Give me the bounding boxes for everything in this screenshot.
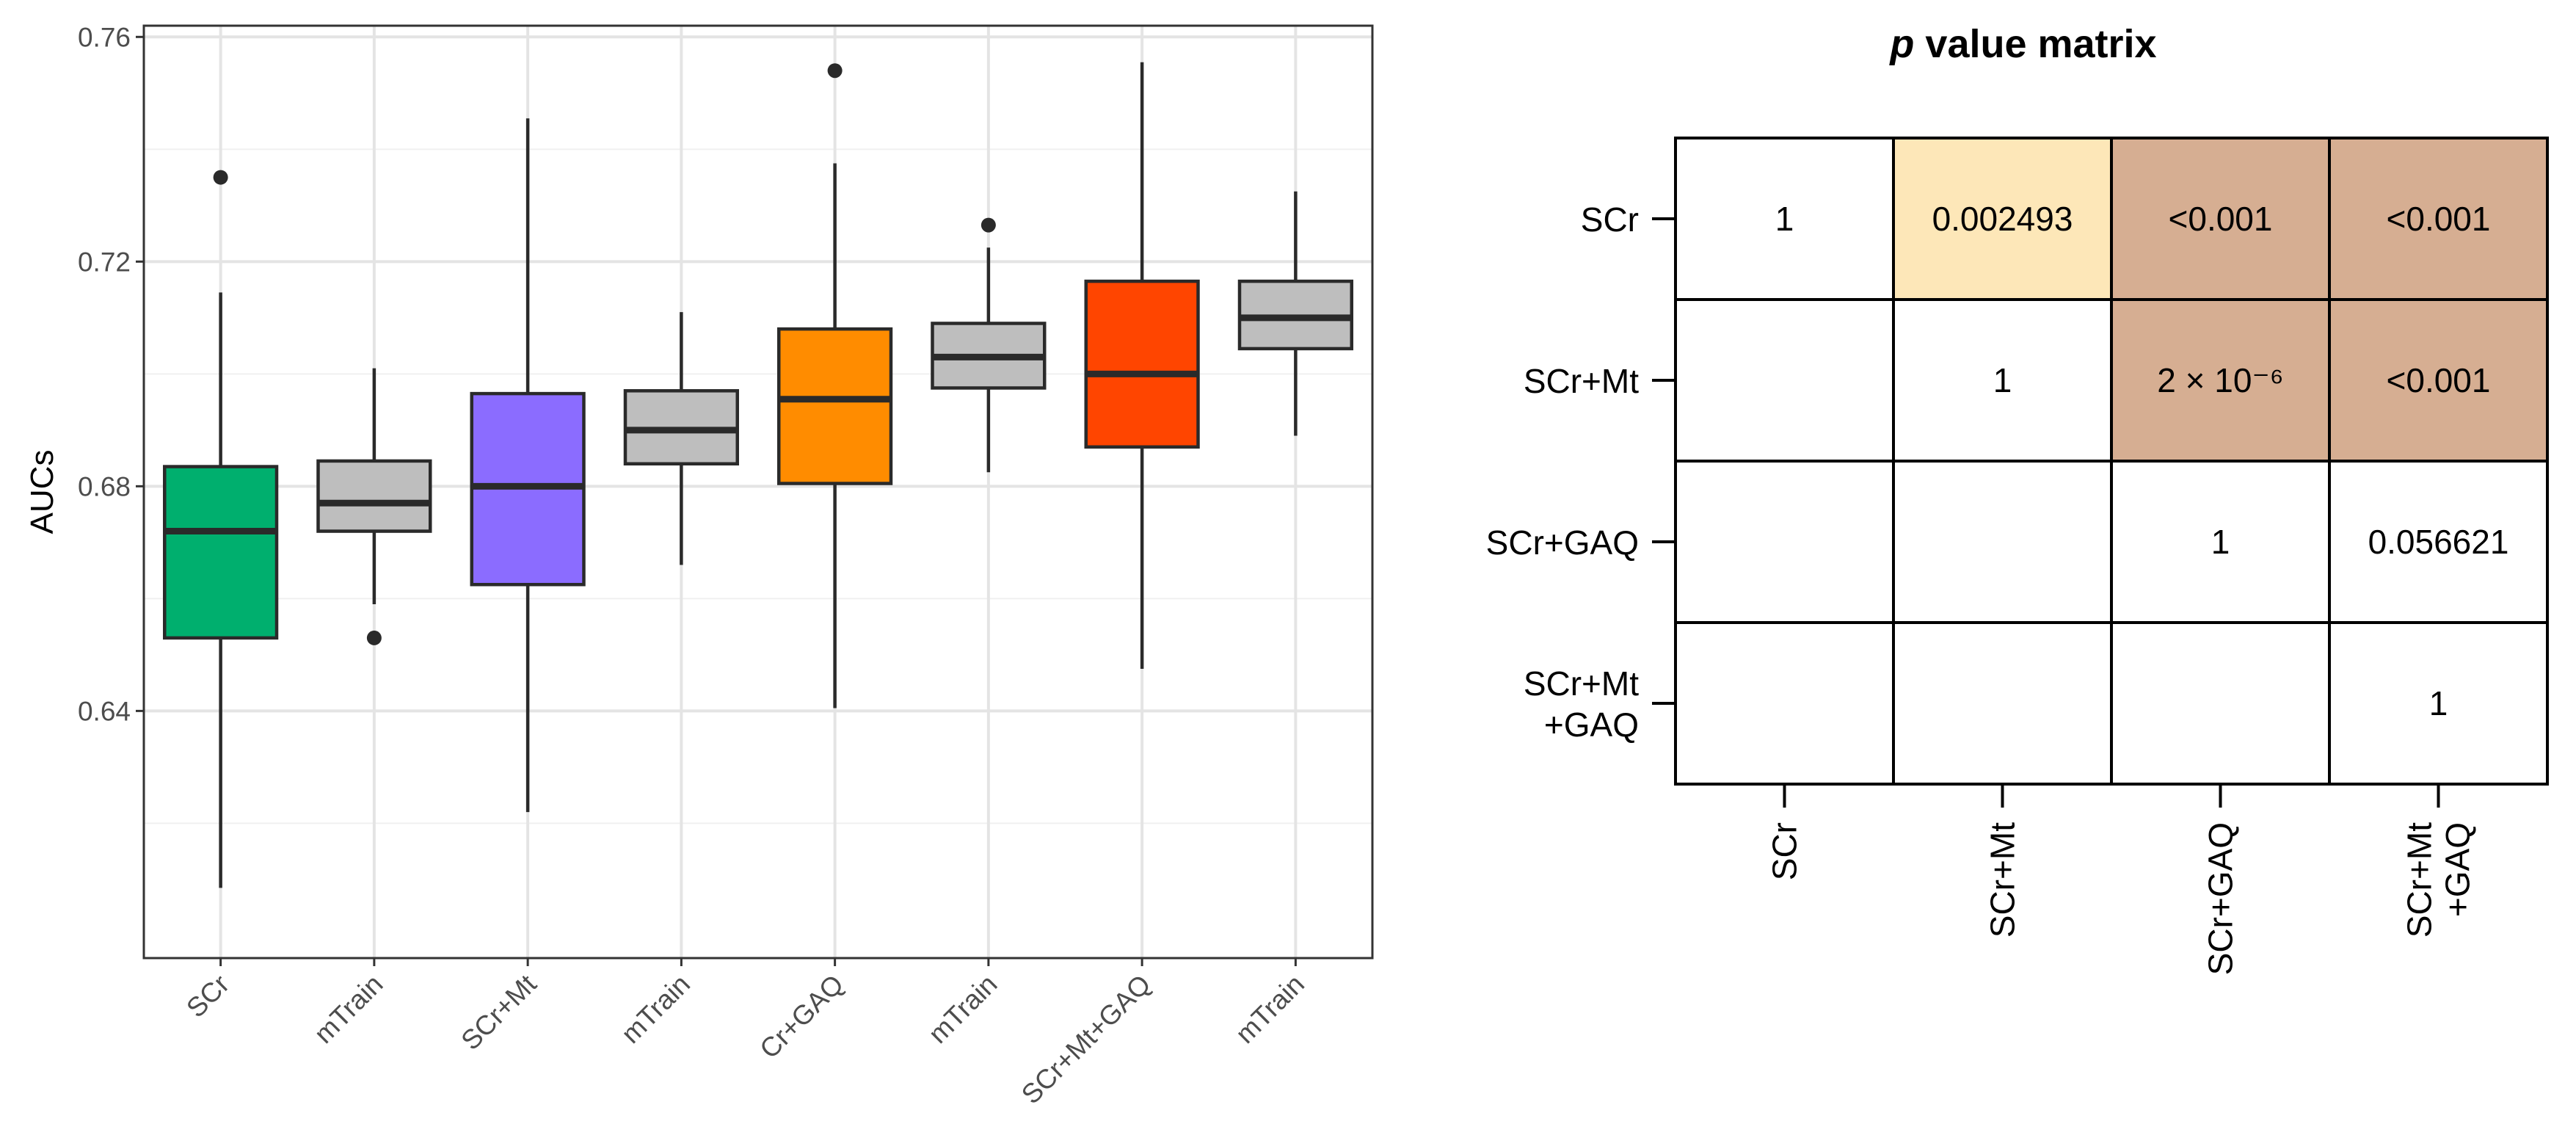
box-4 (623, 312, 740, 565)
box-2 (316, 368, 432, 645)
x-tick-label: mTrain (1230, 969, 1310, 1049)
row-label: SCr+Mt (1524, 664, 1639, 703)
matrix-cell (2328, 460, 2549, 624)
matrix-cell-value: 2 × 10⁻⁶ (2157, 361, 2283, 399)
x-tick-label: SCr+Mt+GAQ (1016, 969, 1157, 1110)
box-body (1084, 279, 1200, 449)
matrix-cell (1674, 621, 1895, 786)
row-label: SCr+GAQ (1486, 523, 1639, 562)
plot-frame (142, 24, 1374, 960)
outlier-point (827, 63, 843, 79)
row-label: SCr (1581, 200, 1639, 239)
outlier-point (980, 217, 996, 233)
x-tick-label: Cr+GAQ (754, 969, 849, 1065)
y-tick-label: 0.72 (78, 247, 131, 277)
y-axis-label: AUCs (24, 450, 60, 534)
matrix-cell-value: 1 (2211, 523, 2230, 561)
column-label: SCr+Mt (1984, 822, 2022, 938)
box-7 (1084, 62, 1200, 669)
column-label-line: SCr+Mt (2401, 822, 2439, 938)
matrix-cell-value: 0.002493 (1932, 200, 2073, 238)
outlier-point (213, 170, 228, 185)
column-label-line: SCr (1766, 822, 1804, 880)
matrix-cell (2328, 137, 2549, 301)
matrix-cell (1674, 137, 1895, 301)
matrix-cell (2328, 298, 2549, 463)
matrix-cell (1674, 298, 1895, 463)
box-3 (470, 118, 586, 813)
column-label-line: SCr+GAQ (2202, 822, 2240, 975)
matrix-cell-value: <0.001 (2387, 361, 2491, 399)
y-tick-label: 0.68 (78, 471, 131, 501)
matrix-cell-value: 1 (1993, 361, 2012, 399)
y-tick-label: 0.64 (78, 696, 131, 726)
matrix-cell-value: <0.001 (2387, 200, 2491, 238)
matrix-cell-value: 1 (2429, 684, 2448, 722)
matrix-title: p value matrix (1888, 22, 2156, 66)
matrix-cell (1674, 460, 1895, 624)
column-label: SCr+Mt +GAQ (2401, 822, 2477, 938)
matrix-cell-value: <0.001 (2169, 200, 2273, 238)
matrix-cell-value: 1 (1775, 200, 1794, 238)
outlier-point (366, 630, 382, 645)
matrix-cell (1892, 137, 2113, 301)
row-label: SCr+Mt (1524, 362, 1639, 400)
column-label-line: SCr+Mt (1984, 822, 2022, 938)
matrix-cell (1892, 460, 2113, 624)
x-tick-label: mTrain (308, 969, 388, 1049)
matrix-cell (2110, 621, 2331, 786)
matrix-cell (1892, 621, 2113, 786)
x-tick-label: SCr+Mt (455, 968, 542, 1056)
box-body (776, 327, 893, 485)
box-1 (162, 170, 279, 888)
box-body (316, 459, 432, 533)
y-tick-label: 0.76 (78, 22, 131, 52)
boxplot-panel: 0.64 0.68 0.72 0.76 AUCs SCr mTrain SCr+Mt mTrai… (24, 22, 1374, 1110)
column-label: SCr (1766, 822, 1804, 880)
box-8 (1237, 191, 1354, 436)
column-label: SCr+GAQ (2202, 822, 2240, 975)
x-tick-label: mTrain (616, 969, 696, 1049)
row-label: +GAQ (1544, 706, 1639, 744)
box-5 (776, 63, 893, 708)
x-tick-label: mTrain (923, 969, 1003, 1049)
x-tick-label: SCr (181, 969, 235, 1023)
box-body (162, 465, 279, 640)
matrix-cell (2110, 137, 2331, 301)
p-value-matrix-panel: p value matrix 1 0.002493 <0.001 <0.001 1 2 × … (1486, 22, 2549, 975)
column-label-line: +GAQ (2439, 822, 2477, 917)
box-6 (931, 217, 1047, 473)
matrix-cell-value: 0.056621 (2368, 523, 2509, 561)
